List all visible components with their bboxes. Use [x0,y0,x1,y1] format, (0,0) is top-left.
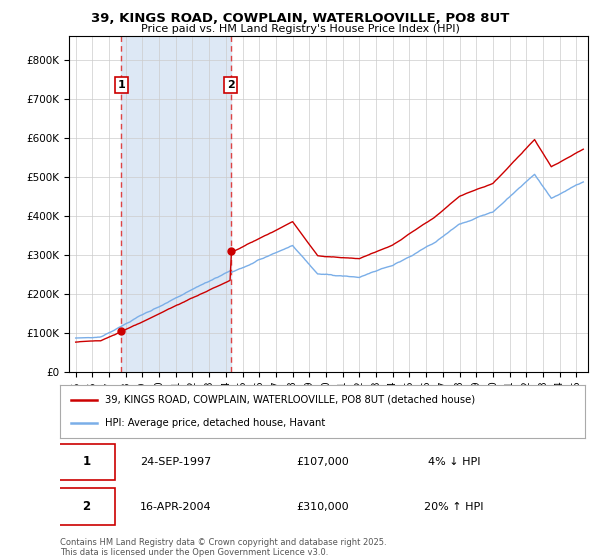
Text: 39, KINGS ROAD, COWPLAIN, WATERLOOVILLE, PO8 8UT: 39, KINGS ROAD, COWPLAIN, WATERLOOVILLE,… [91,12,509,25]
Text: 4% ↓ HPI: 4% ↓ HPI [427,457,480,466]
Text: Price paid vs. HM Land Registry's House Price Index (HPI): Price paid vs. HM Land Registry's House … [140,24,460,34]
Text: 20% ↑ HPI: 20% ↑ HPI [424,502,484,511]
Text: 16-APR-2004: 16-APR-2004 [140,502,211,511]
Text: 1: 1 [82,455,91,468]
Text: 24-SEP-1997: 24-SEP-1997 [140,457,211,466]
FancyBboxPatch shape [58,488,115,525]
Text: £310,000: £310,000 [296,502,349,511]
Text: 39, KINGS ROAD, COWPLAIN, WATERLOOVILLE, PO8 8UT (detached house): 39, KINGS ROAD, COWPLAIN, WATERLOOVILLE,… [104,395,475,405]
Text: 1: 1 [118,80,125,90]
Text: £107,000: £107,000 [296,457,349,466]
Bar [121,36,231,372]
FancyBboxPatch shape [58,444,115,480]
Text: HPI: Average price, detached house, Havant: HPI: Average price, detached house, Hava… [104,418,325,428]
Text: 2: 2 [227,80,235,90]
Text: 2: 2 [82,500,91,513]
Text: Contains HM Land Registry data © Crown copyright and database right 2025.
This d: Contains HM Land Registry data © Crown c… [60,538,386,557]
